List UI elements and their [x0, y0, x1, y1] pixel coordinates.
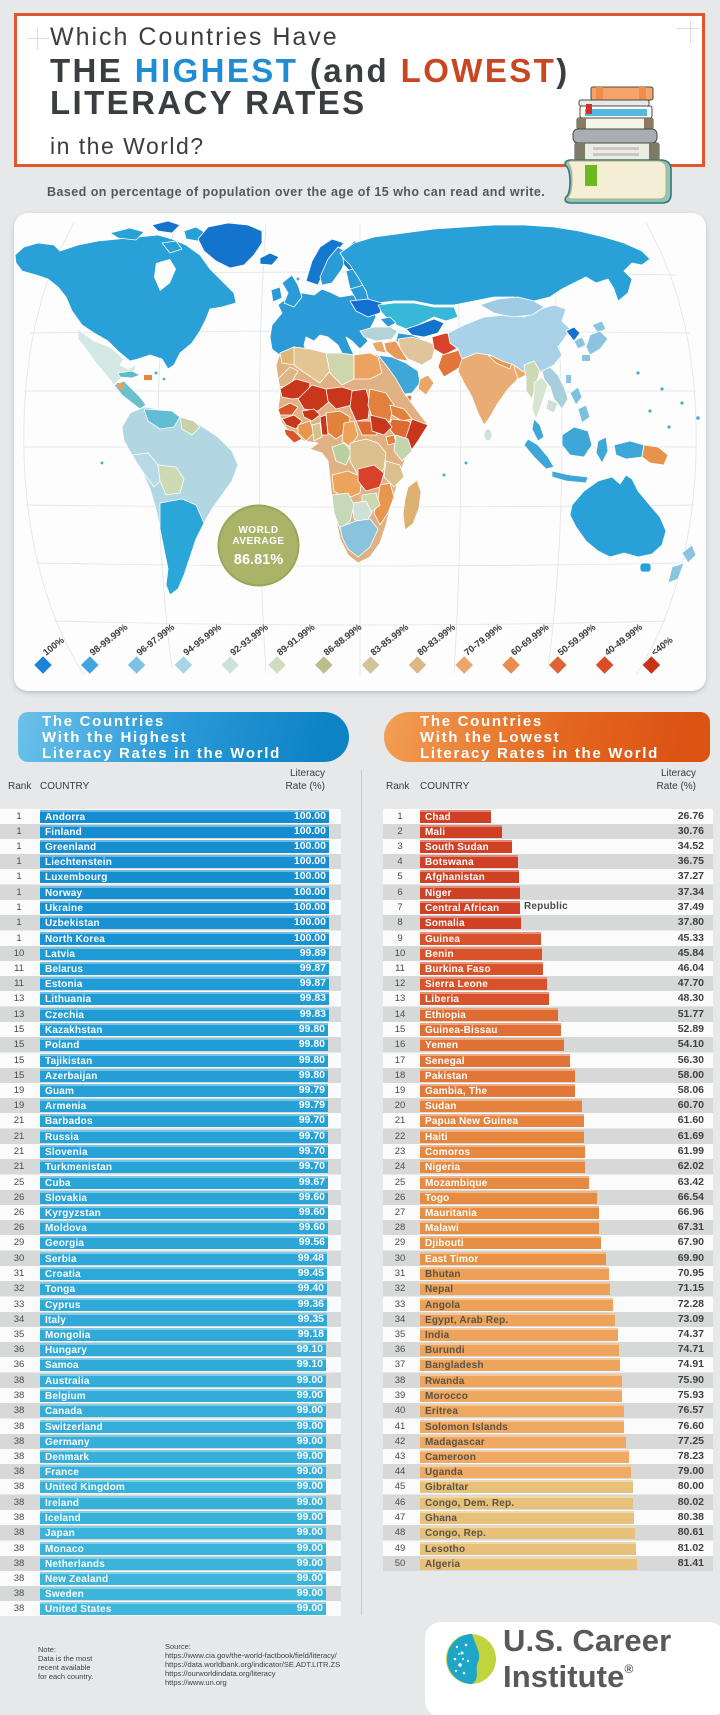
svg-text:70-79.99%: 70-79.99%	[462, 622, 504, 658]
svg-text:96-97.99%: 96-97.99%	[135, 622, 177, 658]
svg-text:83-85.99%: 83-85.99%	[369, 622, 411, 658]
svg-text:89-91.99%: 89-91.99%	[275, 622, 317, 658]
svg-text:50-59.99%: 50-59.99%	[556, 622, 598, 658]
svg-text:86.81%: 86.81%	[234, 552, 283, 568]
svg-text:WORLD: WORLD	[238, 525, 278, 536]
svg-text:94-95.99%: 94-95.99%	[181, 622, 223, 658]
svg-text:80-83.99%: 80-83.99%	[415, 622, 457, 658]
svg-text:60-69.99%: 60-69.99%	[509, 622, 551, 658]
svg-text:40-49.99%: 40-49.99%	[603, 622, 645, 658]
svg-text:98-99.99%: 98-99.99%	[88, 622, 130, 658]
svg-text:<40%: <40%	[649, 634, 675, 657]
svg-text:86-88.99%: 86-88.99%	[322, 622, 364, 658]
svg-text:AVERAGE: AVERAGE	[232, 536, 284, 547]
svg-text:100%: 100%	[41, 635, 66, 658]
